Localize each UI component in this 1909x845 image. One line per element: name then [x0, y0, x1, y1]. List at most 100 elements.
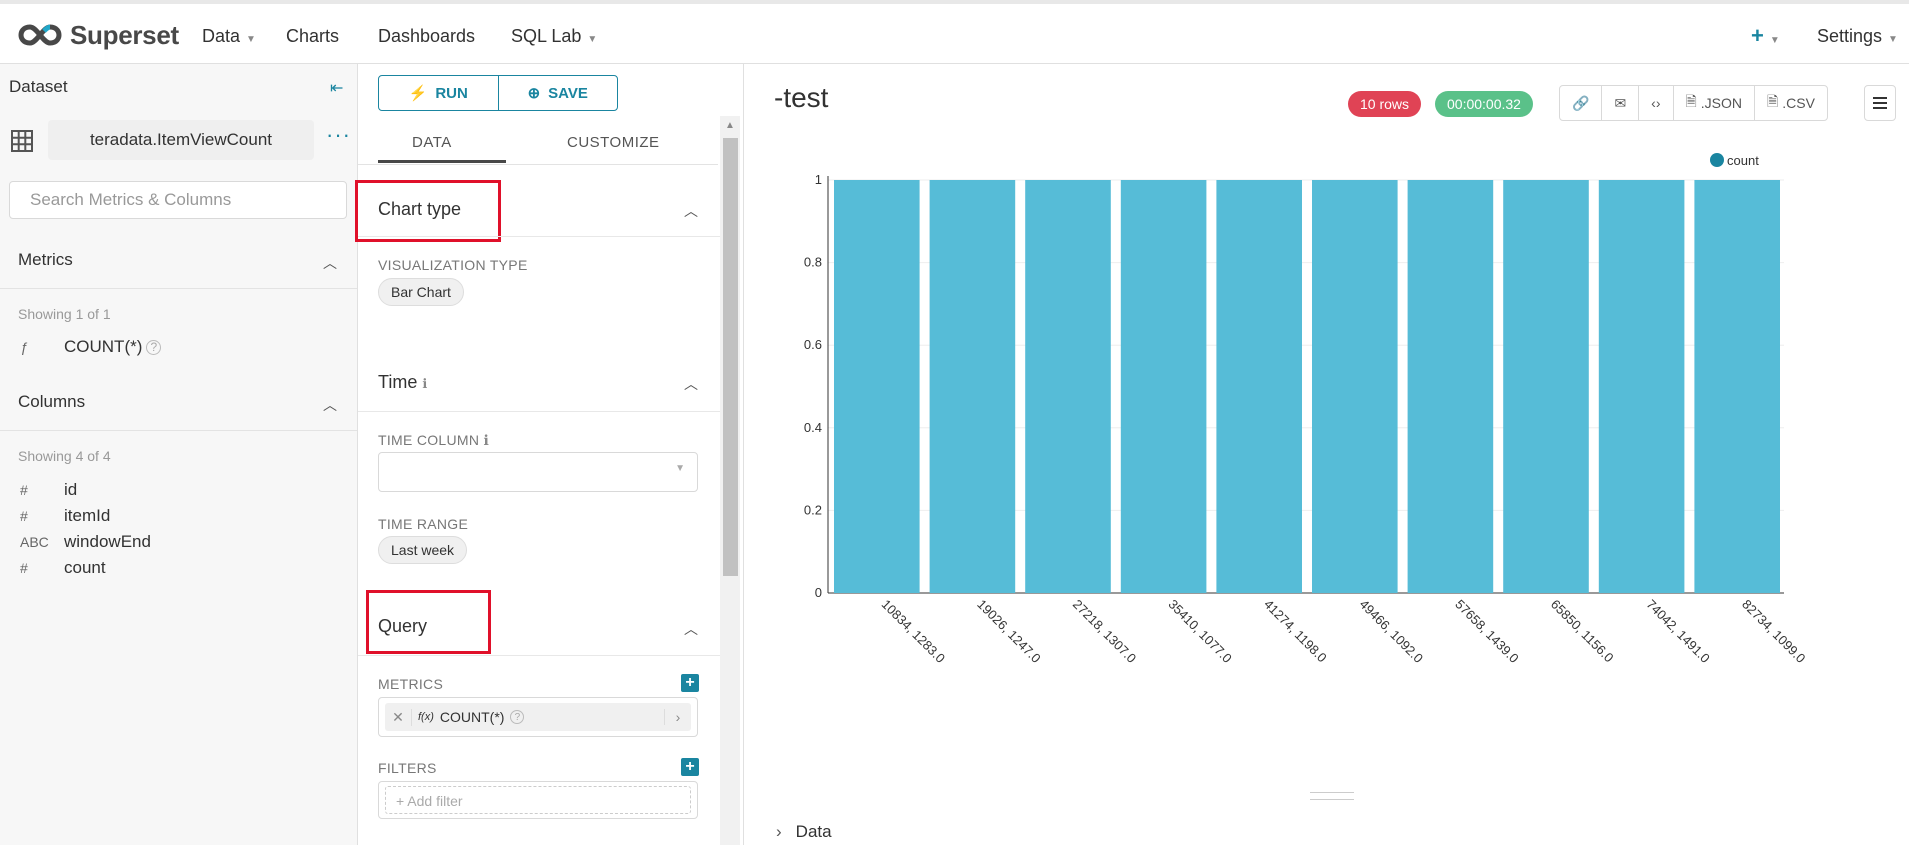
metrics-section-title[interactable]: Metrics	[18, 250, 73, 269]
viz-type-selector[interactable]: Bar Chart	[378, 278, 464, 306]
embed-code-icon[interactable]: ‹›	[1638, 86, 1672, 120]
x-tick-label: 35410, 1077.0	[1165, 597, 1234, 666]
metrics-control: ✕ f(x) COUNT(*) ? ›	[378, 697, 698, 737]
query-section-title[interactable]: Query	[378, 616, 428, 636]
metric-tag[interactable]: ✕ f(x) COUNT(*) ? ›	[385, 703, 691, 731]
time-title-label: Time	[378, 372, 418, 392]
nav-data[interactable]: Data ▼	[202, 26, 256, 47]
x-tick-label: 27218, 1307.0	[1070, 597, 1139, 666]
column-item[interactable]: # count	[20, 558, 106, 578]
column-item[interactable]: # id	[20, 480, 77, 500]
help-icon[interactable]: ?	[510, 710, 525, 724]
top-navbar: Superset Data ▼ Charts Dashboards SQL Lab…	[0, 0, 1909, 64]
data-section-toggle[interactable]: › Data	[776, 822, 832, 842]
email-icon[interactable]: ✉	[1601, 86, 1638, 120]
function-icon: ƒ	[20, 339, 28, 355]
help-icon[interactable]: ?	[146, 339, 162, 355]
settings-menu[interactable]: Settings ▼	[1817, 26, 1898, 47]
divider	[0, 430, 357, 431]
row-count-badge: 10 rows	[1348, 91, 1422, 117]
bar[interactable]	[834, 180, 920, 593]
x-tick-label: 65850, 1156.0	[1548, 597, 1617, 666]
file-icon: 🗎	[1767, 93, 1779, 109]
columns-section-title[interactable]: Columns	[18, 392, 86, 411]
collapse-panel-icon[interactable]: ⇤	[330, 80, 344, 97]
chevron-up-icon[interactable]: ︿	[323, 397, 337, 413]
chevron-up-icon[interactable]: ︿	[684, 621, 698, 637]
link-icon[interactable]: 🔗	[1572, 94, 1590, 111]
new-plus-button[interactable]: + ▼	[1751, 23, 1780, 48]
more-options-icon[interactable]: ···	[326, 122, 351, 147]
nav-dashboards[interactable]: Dashboards	[378, 26, 476, 46]
bar[interactable]	[1025, 180, 1111, 593]
superset-logo[interactable]: Superset	[18, 18, 179, 52]
bar[interactable]	[1598, 180, 1685, 593]
run-button[interactable]: ⚡ RUN	[379, 76, 498, 110]
divider	[358, 655, 720, 656]
highlight-box	[366, 590, 491, 654]
tab-data[interactable]: DATA	[412, 134, 452, 151]
x-tick-label: 74042, 1491.0	[1643, 597, 1712, 666]
bar[interactable]	[1694, 180, 1780, 593]
chart-type-section-title[interactable]: Chart type	[378, 199, 462, 219]
add-filter-field[interactable]: + Add filter	[385, 786, 691, 814]
export-json-button[interactable]: 🗎 .JSON	[1672, 86, 1755, 120]
active-tab-indicator	[378, 160, 506, 163]
metrics-count: Showing 1 of 1	[18, 306, 111, 322]
remove-icon[interactable]: ✕	[385, 708, 412, 726]
hamburger-menu-icon[interactable]	[1864, 85, 1896, 121]
table-grid-icon	[11, 130, 33, 157]
caret-down-icon: ▼	[1769, 35, 1780, 46]
bar[interactable]	[1216, 180, 1302, 593]
time-column-select[interactable]: ▼	[378, 452, 698, 492]
time-column-label: TIME COLUMN ℹ	[378, 432, 489, 449]
numeric-type-icon: #	[20, 560, 28, 576]
file-icon: 🗎	[1685, 93, 1697, 109]
time-column-label-text: TIME COLUMN	[378, 432, 480, 448]
nav-sql-lab[interactable]: SQL Lab ▼	[511, 26, 597, 47]
bar[interactable]	[1120, 180, 1207, 593]
scroll-up-icon[interactable]: ▲	[725, 120, 735, 131]
bar[interactable]	[929, 180, 1016, 593]
bar-chart: 0 0.2 0.4 0.6 0.8 1 10834, 1283.0 19026, 1247.0…	[804, 153, 1808, 666]
tab-customize[interactable]: CUSTOMIZE	[567, 134, 660, 151]
chevron-right-icon[interactable]: ›	[664, 709, 691, 725]
bar[interactable]	[1407, 180, 1494, 593]
caret-down-icon: ▼	[675, 463, 685, 474]
chart-toolbar: 🔗 ✉ ‹› 🗎 .JSON 🗎 .CSV	[1559, 85, 1828, 121]
plus-circle-icon: ⊕	[527, 85, 541, 102]
resize-handle[interactable]	[1310, 792, 1354, 800]
export-csv-label: .CSV	[1782, 95, 1815, 111]
column-item[interactable]: ABC windowEnd	[20, 532, 151, 552]
scroll-thumb[interactable]	[723, 138, 738, 576]
info-icon[interactable]: ℹ	[422, 376, 428, 391]
vertical-scrollbar[interactable]: ▲	[720, 116, 740, 845]
chevron-up-icon[interactable]: ︿	[684, 203, 698, 219]
y-tick-label: 0.6	[804, 337, 822, 352]
info-icon[interactable]: ℹ	[483, 432, 490, 448]
bar[interactable]	[1503, 180, 1589, 593]
caret-down-icon: ▼	[246, 34, 256, 45]
dataset-name[interactable]: teradata.ItemViewCount	[48, 120, 314, 160]
time-section-title[interactable]: Time ℹ	[378, 372, 427, 393]
search-metrics-columns-input[interactable]: Search Metrics & Columns	[9, 181, 347, 219]
nav-sql-lab-label: SQL Lab	[511, 26, 582, 46]
bar[interactable]	[1312, 180, 1398, 593]
add-metric-button[interactable]: +	[681, 674, 699, 692]
dataset-label: Dataset	[9, 77, 68, 96]
export-csv-button[interactable]: 🗎 .CSV	[1754, 86, 1827, 120]
chart-title[interactable]: -test	[774, 82, 829, 113]
save-button[interactable]: ⊕ SAVE	[497, 76, 618, 110]
nav-charts[interactable]: Charts	[286, 26, 340, 46]
column-item[interactable]: # itemId	[20, 506, 110, 526]
time-range-selector[interactable]: Last week	[378, 536, 468, 564]
y-tick-label: 0	[815, 585, 822, 600]
add-filter-button[interactable]: +	[681, 758, 699, 776]
run-save-group: ⚡ RUN ⊕ SAVE	[378, 75, 618, 111]
metric-item[interactable]: ƒ COUNT(*) ?	[20, 337, 162, 357]
numeric-type-icon: #	[20, 482, 28, 498]
chevron-up-icon[interactable]: ︿	[323, 255, 337, 271]
settings-label: Settings	[1817, 26, 1883, 46]
chevron-up-icon[interactable]: ︿	[684, 376, 698, 392]
chart-panel: -test 10 rows 00:00:00.32 🔗 ✉ ‹› 🗎 .JSON …	[744, 64, 1909, 845]
